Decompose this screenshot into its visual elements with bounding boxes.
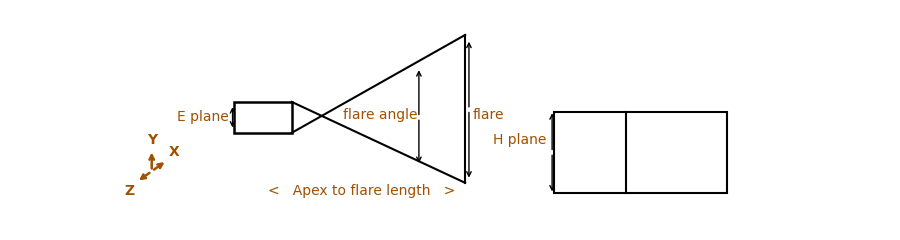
Text: H plane: H plane <box>492 133 546 147</box>
Text: flare angle: flare angle <box>343 108 418 122</box>
Text: Z: Z <box>124 184 134 198</box>
Bar <box>554 112 727 193</box>
Text: X: X <box>169 145 180 159</box>
Text: flare: flare <box>472 108 504 122</box>
Text: Y: Y <box>147 133 157 147</box>
Text: <   Apex to flare length   >: < Apex to flare length > <box>267 184 454 198</box>
Text: E plane: E plane <box>177 110 229 124</box>
Bar <box>234 102 292 133</box>
